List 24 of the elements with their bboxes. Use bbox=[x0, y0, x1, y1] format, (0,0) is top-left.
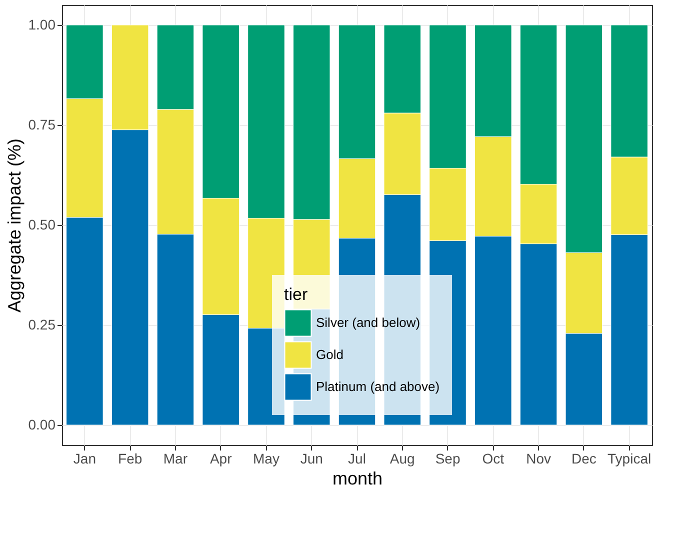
x-tick-label: Jul bbox=[348, 450, 366, 466]
y-tick-label: 0.00 bbox=[28, 416, 56, 432]
x-tick-label: Sep bbox=[435, 450, 460, 466]
x-tick-label: Jun bbox=[300, 450, 323, 466]
x-tick-label: Mar bbox=[163, 450, 188, 466]
y-tick-label: 0.75 bbox=[28, 116, 56, 132]
x-tick-label: Dec bbox=[571, 450, 596, 466]
y-axis-title: Aggregate impact (%) bbox=[4, 138, 24, 313]
x-axis-title: month bbox=[332, 468, 383, 488]
legend-label: Silver (and below) bbox=[316, 315, 420, 330]
x-tick-label: Nov bbox=[526, 450, 551, 466]
legend-label: Gold bbox=[316, 347, 344, 362]
legend-label: Platinum (and above) bbox=[316, 379, 440, 394]
x-tick-label: Aug bbox=[390, 450, 415, 466]
x-tick-label: Oct bbox=[482, 450, 504, 466]
x-tick-label: Jan bbox=[73, 450, 96, 466]
x-tick-label: Feb bbox=[118, 450, 142, 466]
x-tick-label: Typical bbox=[608, 450, 652, 466]
y-tick-label: 0.50 bbox=[28, 216, 56, 232]
y-tick-label: 1.00 bbox=[28, 16, 56, 32]
x-tick-label: May bbox=[253, 450, 280, 466]
legend-title: tier bbox=[284, 285, 308, 304]
y-tick-label: 0.25 bbox=[28, 316, 56, 332]
x-tick-label: Apr bbox=[210, 450, 232, 466]
